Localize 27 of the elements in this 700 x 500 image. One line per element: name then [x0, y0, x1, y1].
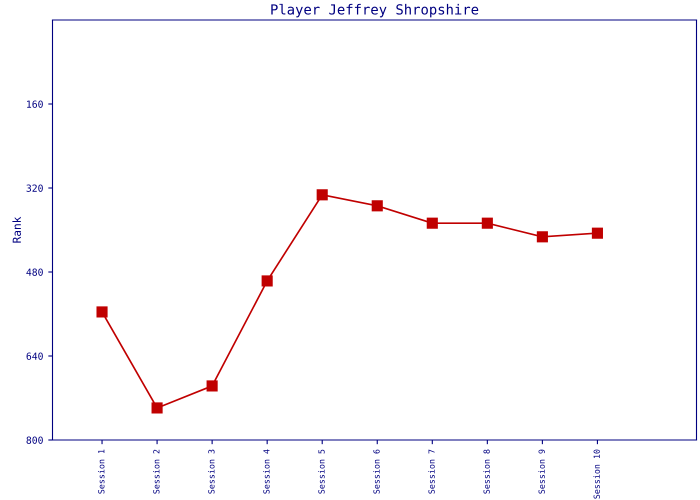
y-tick-label: 800 — [26, 436, 43, 444]
x-tick-label: Session 1 — [98, 450, 104, 494]
x-tick-label: Session 5 — [318, 450, 325, 494]
y-tick-label: 640 — [26, 352, 43, 360]
x-tick-label: Session 10 — [593, 450, 600, 499]
point — [96, 306, 108, 318]
point — [206, 380, 218, 392]
x-tick-label: Session 4 — [263, 449, 270, 494]
x-tick-label: Session 2 — [153, 450, 160, 494]
y-axis-title: Rank — [12, 216, 21, 243]
point — [316, 189, 328, 200]
point — [372, 200, 383, 212]
x-tick-label: Session 3 — [208, 450, 215, 494]
y-tick-label: 320 — [26, 184, 43, 192]
point — [262, 275, 273, 286]
x-tick-label: Session 6 — [373, 450, 380, 494]
x-tick-label: Session 7 — [428, 450, 435, 494]
point — [536, 231, 548, 242]
x-tick-label: Session 9 — [538, 450, 545, 494]
point — [482, 218, 493, 229]
y-tick-label: 480 — [26, 268, 43, 276]
point — [592, 228, 603, 239]
chart-title: Player Jeffrey Shropshire — [271, 4, 478, 18]
x-tick-label: Session 8 — [483, 450, 490, 494]
point — [152, 402, 163, 414]
point — [426, 218, 438, 229]
y-tick-label: 160 — [27, 100, 43, 108]
